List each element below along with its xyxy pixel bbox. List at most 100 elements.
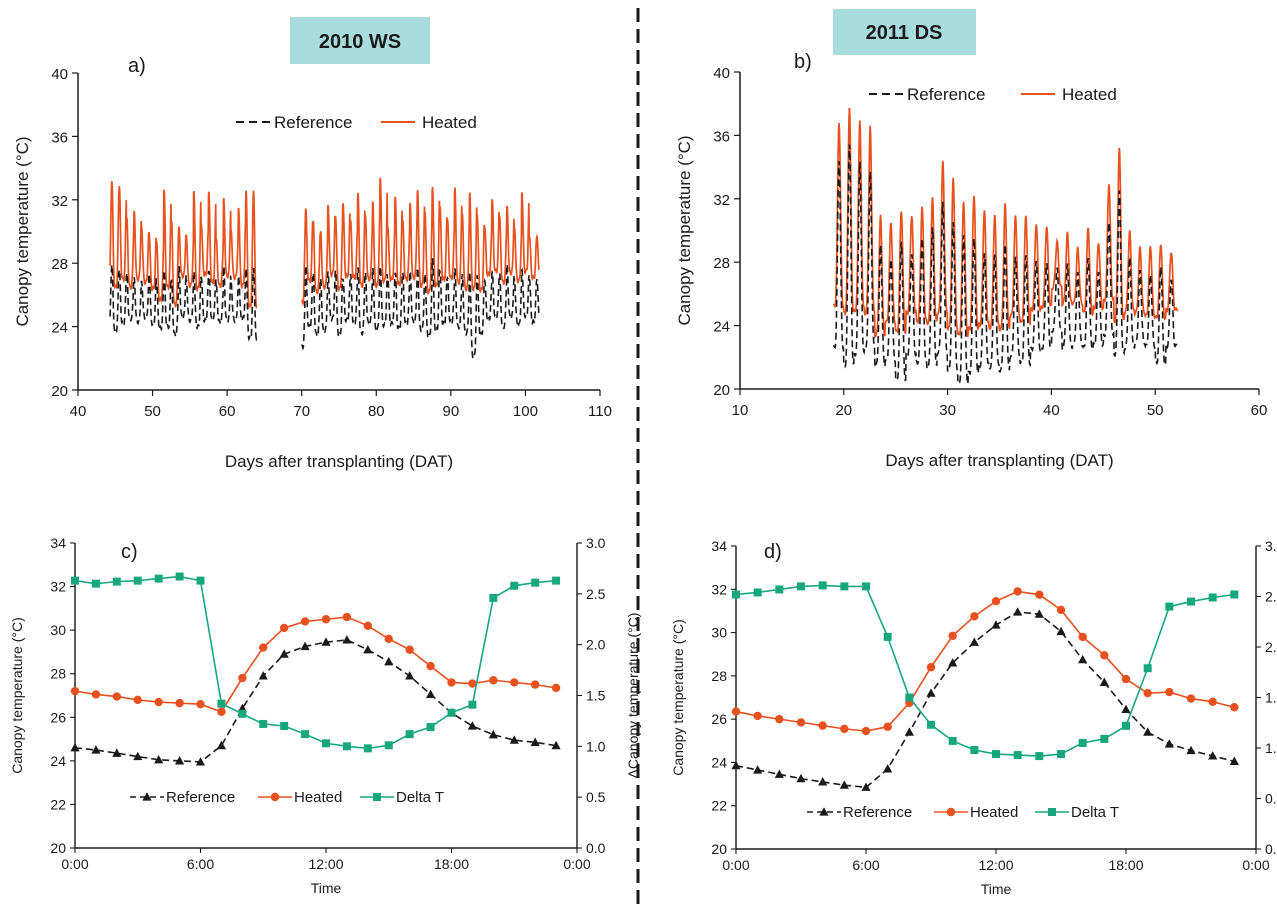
panel-label: a) xyxy=(128,55,146,77)
y-tick-label-right: 3.0 xyxy=(1265,538,1277,554)
y-tick-label-left: 26 xyxy=(50,709,66,725)
data-point-reference xyxy=(948,658,958,667)
data-point-reference xyxy=(796,773,806,783)
x-tick-label: 12:00 xyxy=(308,856,343,872)
data-point-reference xyxy=(904,727,914,736)
data-point-delta-t xyxy=(1100,734,1109,743)
legend-label-reference: Reference xyxy=(843,804,912,821)
data-point-heated xyxy=(948,631,957,641)
data-point-heated xyxy=(840,724,849,734)
data-point-delta-t xyxy=(840,582,849,591)
data-point-reference xyxy=(969,637,979,646)
data-point-delta-t xyxy=(905,693,914,702)
data-point-reference xyxy=(1099,677,1109,686)
y-tick-label-right: 0.5 xyxy=(586,789,606,805)
data-point-heated xyxy=(321,615,331,624)
y-tick-label-right: 0.0 xyxy=(1265,841,1277,857)
legend-label-heated: Heated xyxy=(422,113,477,132)
data-point-reference xyxy=(1229,756,1239,765)
y-axis-label-left: Canopy temperature (°C) xyxy=(9,617,25,774)
data-point-delta-t xyxy=(948,736,957,745)
data-point-heated xyxy=(489,676,498,685)
data-point-reference xyxy=(154,754,164,764)
data-point-reference xyxy=(509,735,519,744)
y-tick-label: 40 xyxy=(713,65,730,82)
x-tick-label: 50 xyxy=(144,403,161,420)
panel-a: 20 24 28 32 36 40 40 50 60 70 80 90 100 110 Days after… xyxy=(13,55,612,471)
y-tick-label-left: 20 xyxy=(711,841,727,857)
data-point-heated xyxy=(154,697,163,707)
y-tick-label-left: 26 xyxy=(711,711,727,727)
data-point-reference xyxy=(731,760,741,770)
data-point-heated xyxy=(384,634,393,644)
data-point-delta-t xyxy=(1057,750,1065,759)
data-point-delta-t xyxy=(238,709,247,718)
data-point-heated xyxy=(753,711,762,721)
data-point-delta-t xyxy=(447,708,456,717)
data-point-delta-t xyxy=(280,722,289,730)
data-point-heated xyxy=(363,621,373,630)
data-point-reference xyxy=(991,620,1001,629)
x-tick-label: 0:00 xyxy=(563,856,590,872)
legend-marker-reference xyxy=(819,807,829,816)
data-point-delta-t xyxy=(301,730,310,739)
data-point-reference xyxy=(425,689,436,699)
data-point-delta-t xyxy=(1035,752,1044,761)
legend-label-heated: Heated xyxy=(294,789,342,806)
y-tick-label: 40 xyxy=(51,66,68,83)
data-point-reference xyxy=(1013,607,1023,616)
legend-marker-heated xyxy=(946,807,956,817)
data-point-heated xyxy=(342,612,352,622)
data-point-heated xyxy=(447,678,456,687)
y-tick-label-right: 1.0 xyxy=(1265,740,1277,756)
x-tick-label: 0:00 xyxy=(61,856,88,872)
data-point-heated xyxy=(259,643,268,652)
x-tick-label: 0:00 xyxy=(1242,857,1269,873)
data-point-heated xyxy=(1143,688,1152,698)
y-tick-label: 24 xyxy=(51,320,68,337)
x-tick-label: 60 xyxy=(1251,402,1268,419)
data-point-delta-t xyxy=(71,576,79,585)
data-point-heated xyxy=(238,673,247,683)
data-point-delta-t xyxy=(883,632,892,641)
data-point-heated xyxy=(405,645,414,654)
data-point-delta-t xyxy=(1208,593,1217,602)
data-point-delta-t xyxy=(552,576,561,585)
data-point-reference xyxy=(530,737,540,746)
data-point-heated xyxy=(175,698,184,708)
y-tick-label-right: 1.5 xyxy=(1265,690,1277,706)
y-tick-label: 28 xyxy=(713,255,730,272)
x-tick-label: 18:00 xyxy=(1108,857,1143,873)
x-tick-label: 6:00 xyxy=(187,856,214,872)
data-point-reference xyxy=(753,765,763,774)
data-point-reference xyxy=(1208,751,1218,760)
y-tick-label-left: 22 xyxy=(711,798,727,814)
legend-label-delta-t: Delta T xyxy=(1071,804,1119,821)
data-point-heated xyxy=(112,692,122,701)
data-point-reference xyxy=(926,688,936,697)
data-point-delta-t xyxy=(133,576,142,585)
data-point-delta-t xyxy=(818,581,827,590)
data-point-delta-t xyxy=(732,590,740,599)
series-line-reference xyxy=(301,258,540,360)
panel-label: d) xyxy=(764,541,782,563)
y-tick-label: 20 xyxy=(713,382,730,399)
data-point-heated xyxy=(217,707,226,717)
data-point-heated xyxy=(1208,697,1217,707)
data-point-heated xyxy=(1230,703,1239,712)
data-point-reference xyxy=(551,740,561,750)
y-tick-label-right: 1.5 xyxy=(586,688,606,704)
data-point-heated xyxy=(1078,632,1087,642)
data-point-reference xyxy=(818,777,828,786)
data-point-heated xyxy=(70,686,80,696)
x-tick-label: 6:00 xyxy=(852,857,879,873)
data-point-heated xyxy=(883,722,892,731)
data-point-reference xyxy=(405,671,415,680)
legend-label-reference: Reference xyxy=(166,789,235,806)
y-tick-label-right: 0.0 xyxy=(586,840,606,856)
data-point-reference xyxy=(1143,727,1153,736)
series-line-reference xyxy=(109,264,258,342)
x-axis-label: Time xyxy=(311,880,342,896)
